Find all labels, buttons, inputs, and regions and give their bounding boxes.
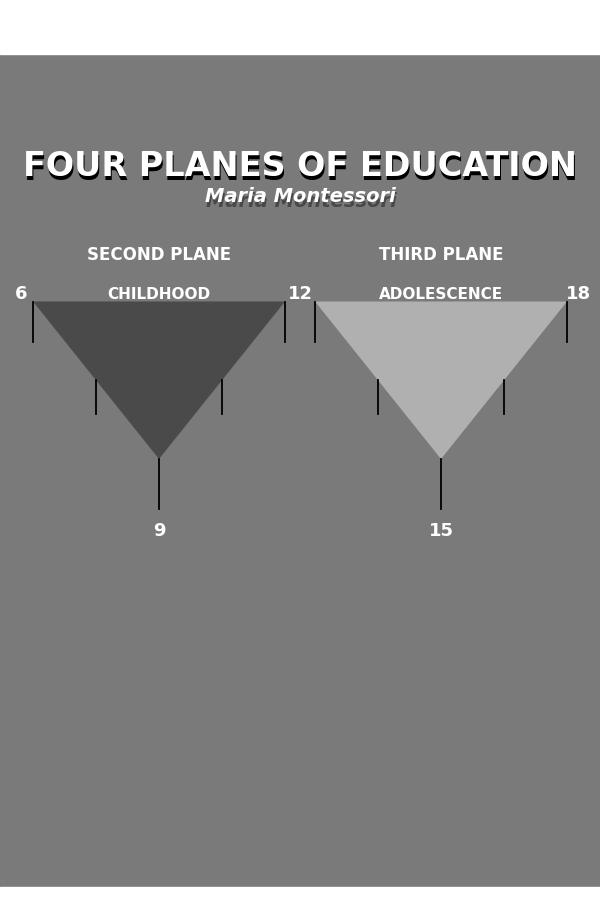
Polygon shape (315, 302, 567, 459)
Text: 15: 15 (428, 522, 454, 540)
Text: Maria Montessori: Maria Montessori (206, 192, 397, 211)
Text: SECOND PLANE: SECOND PLANE (87, 246, 231, 264)
Text: 6: 6 (15, 285, 27, 303)
Text: FOUR PLANES OF EDUCATION: FOUR PLANES OF EDUCATION (24, 154, 578, 186)
Bar (0, 0, 600, 54)
Text: 18: 18 (566, 285, 592, 303)
Text: FOUR PLANES OF EDUCATION: FOUR PLANES OF EDUCATION (23, 150, 577, 183)
Text: 12: 12 (287, 285, 313, 303)
Bar (0, 886, 600, 900)
Polygon shape (33, 302, 285, 459)
Text: CHILDHOOD: CHILDHOOD (107, 287, 211, 302)
Text: 9: 9 (153, 522, 165, 540)
Text: THIRD PLANE: THIRD PLANE (379, 246, 503, 264)
Text: Maria Montessori: Maria Montessori (205, 186, 395, 206)
Text: ADOLESCENCE: ADOLESCENCE (379, 287, 503, 302)
